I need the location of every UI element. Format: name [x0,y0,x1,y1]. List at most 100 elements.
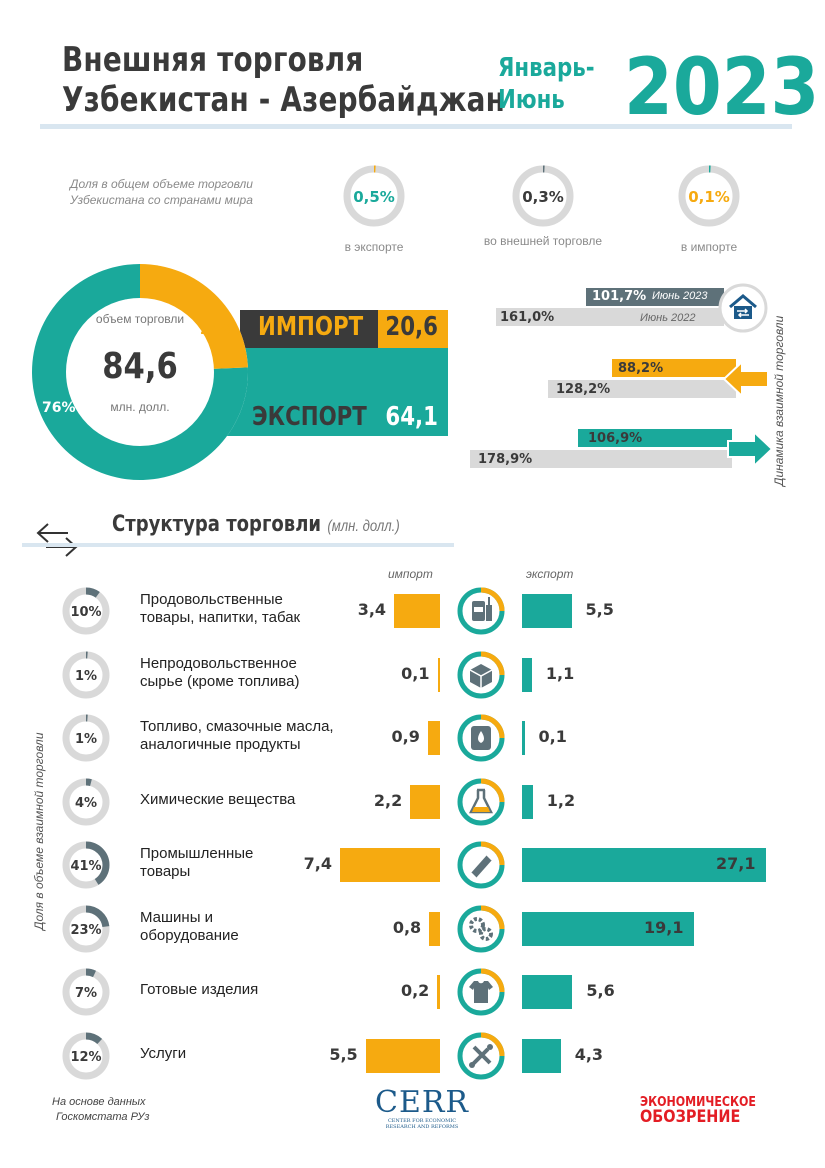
row-share-value: 1% [75,732,97,747]
export-column-head: экспорт [526,567,574,581]
row-share-arc [62,1032,110,1079]
import-bar [427,721,440,755]
import-label: ИМПОРТ [258,312,364,342]
export-value-label: 5,6 [586,981,615,1000]
export-bar [522,784,533,819]
export-bar [522,1038,561,1073]
row-share-arc [62,841,110,889]
import-arrow-icon [722,360,769,398]
row-share-badge: 41% [62,841,110,889]
row-category-name-line: сырье (кроме топлива) [140,672,300,690]
share-trade-badge: 0,3% [512,165,574,227]
share-export-value: 0,5% [353,188,395,206]
row-share-arc [62,714,110,762]
donut-caption: объем торговли [95,312,185,326]
export-value-label: 1,2 [546,790,576,810]
row-share-arc [62,651,110,698]
import-value-label: 0,2 [400,981,430,1000]
row-share-badge: 12% [62,1032,110,1079]
import-value-label: 5,5 [329,1044,358,1064]
import-label-band [240,310,378,348]
gears-icon [457,905,505,952]
title-divider [40,124,792,129]
share-import-badge: 0,1% [678,165,740,227]
import-2023-bar [612,359,736,377]
export-arrow-icon [727,430,774,468]
export-bar [522,721,525,755]
export-2022-value: 178,9% [478,452,533,467]
share-export-badge: 0,5% [343,165,405,227]
row-category-name: Продовольственные товары, напитки, табак [140,591,345,627]
june-2023-note: Июнь 2023 [652,290,708,302]
import-value: 20,6 [385,312,438,342]
share-side-caption: Доля в объеме взаимной торговли [32,732,46,931]
import-bar [340,848,440,882]
row-share-badge: 7% [62,968,110,1016]
page-title: Внешняя торговля Узбекистан - Азербайджа… [62,40,505,120]
share-caption: Доля в общем объеме торговли Узбекистана… [70,177,253,207]
row-category-name: Услуги [140,1045,345,1063]
trade-2023-bar [586,288,724,306]
import-bar [365,1038,440,1073]
eo-logo-line-1: ЭКОНОМИЧЕСКОЕ [640,1095,756,1110]
eo-logo-line-2: ОБОЗРЕНИЕ [640,1107,741,1127]
cerr-logo: CERR CENTER FOR ECONOMIC RESEARCH AND RE… [372,1088,472,1131]
import-bar [437,657,440,692]
row-category-name: Химические вещества [140,791,345,809]
structure-unit: (млн. долл.) [327,518,400,535]
export-label: ЭКСПОРТ [252,402,367,432]
period-line-1: Январь- [498,53,595,83]
export-bar [522,657,532,692]
row-category-name-line: Промышленные [140,845,254,862]
export-value-label: 27,1 [716,854,756,873]
dynamics-caption: Динамика взаимной торговли [772,315,786,486]
share-import-ring [678,165,740,227]
cerr-logo-sub-2: RESEARCH AND REFORMS [385,1124,459,1130]
year: 2023 [624,43,820,133]
structure-title: Структура торговли (млн. долл.) [112,512,400,537]
row-share-value: 12% [70,1050,101,1065]
trade-2022-bar [496,308,724,326]
trade-donut [32,264,248,480]
source-note: На основе данных Госкомстата РУз [52,1095,149,1125]
export-2022-bar [470,450,732,468]
row-share-arc [62,968,110,1016]
import-value-label: 7,4 [303,854,332,873]
share-trade-value: 0,3% [522,188,564,206]
row-share-arc [62,778,110,825]
row-category-name-line: аналогичные продукты [140,736,301,753]
june-2022-note: Июнь 2022 [640,312,696,324]
row-share-badge: 23% [62,905,110,952]
import-value-label: 2,2 [373,790,403,810]
share-trade-label: во внешней торговле [483,234,603,248]
import-2022-bar [548,380,736,398]
row-category-name-line: Услуги [140,1044,187,1062]
row-share-value: 41% [70,859,101,874]
import-column-head: импорт [388,567,433,581]
export-2023-bar [578,429,732,447]
row-share-arc [62,905,110,952]
row-share-value: 7% [75,986,97,1001]
row-category-name-line: Готовые изделия [140,981,259,998]
export-value: 64,1 [385,402,438,432]
row-category-name: Готовые изделия [140,981,345,999]
trade-exchange-icon [718,283,768,333]
export-value-label: 5,5 [585,600,614,619]
row-category-name-line: оборудование [140,926,239,944]
cerr-logo-sub-1: CENTER FOR ECONOMIC [387,1118,457,1124]
title-line-2: Узбекистан - Азербайджан [62,80,506,120]
title-line-1: Внешняя торговля [62,40,364,80]
export-value-label: 19,1 [643,917,684,937]
source-note-line-2: Госкомстата РУз [56,1111,150,1123]
share-export-label: в экспорте [344,240,404,254]
structure-title-text: Структура торговли [112,512,322,537]
donut-unit: млн. долл. [110,400,170,414]
row-share-badge: 10% [62,587,110,635]
steel-beam-icon [457,841,505,889]
trade-2022-value: 161,0% [500,310,555,325]
import-value-label: 3,4 [357,600,387,619]
share-import-label: в импорте [680,240,738,254]
export-value-label: 0,1 [538,727,567,746]
import-bar [437,975,440,1009]
row-category-name-line: товары [140,863,191,880]
